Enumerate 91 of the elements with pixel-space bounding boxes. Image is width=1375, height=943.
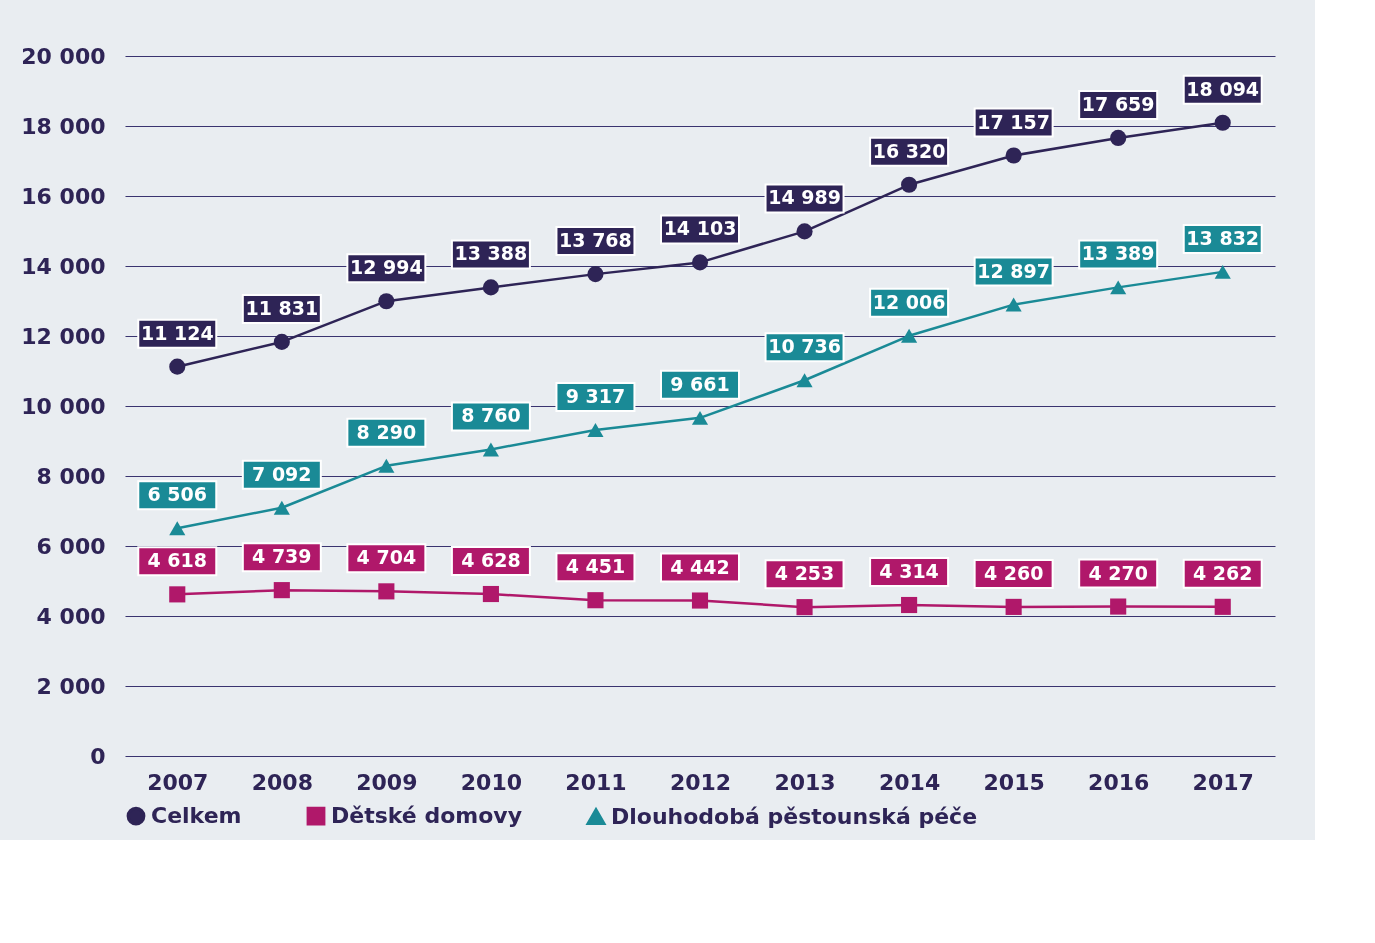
y-tick-label: 8 000 — [36, 463, 106, 489]
data-label: 4 628 — [461, 549, 521, 572]
y-tick-label: 14 000 — [21, 253, 106, 279]
x-tick-label: 2008 — [251, 769, 313, 795]
point — [169, 521, 186, 536]
data-label: 10 736 — [768, 335, 841, 358]
data-label: 13 832 — [1186, 226, 1260, 249]
data-label: 4 262 — [1192, 561, 1253, 584]
data-label: 6 506 — [147, 483, 208, 506]
point — [378, 458, 395, 473]
data-label: 8 290 — [356, 420, 417, 443]
point — [1005, 598, 1022, 615]
data-label: 4 618 — [147, 549, 208, 572]
data-label: 12 006 — [872, 290, 946, 313]
point — [1110, 280, 1127, 295]
y-tick-label: 12 000 — [21, 323, 106, 349]
point — [796, 223, 813, 240]
point — [1214, 264, 1231, 279]
x-tick-label: 2012 — [669, 769, 732, 795]
y-tick-label: 10 000 — [21, 393, 106, 419]
x-tick-label: 2009 — [356, 769, 418, 795]
y-tick-label: 16 000 — [21, 183, 106, 209]
data-label: 4 442 — [670, 555, 730, 578]
point — [901, 596, 918, 614]
data-label: 9 317 — [565, 384, 626, 407]
data-label: 13 389 — [1081, 242, 1155, 265]
data-label: 16 320 — [872, 139, 946, 162]
point — [1005, 147, 1022, 164]
data-label: 9 661 — [670, 372, 730, 395]
y-tick-label: 2 000 — [36, 673, 106, 699]
point — [691, 410, 709, 425]
data-label: 4 253 — [774, 562, 835, 585]
point — [587, 266, 604, 283]
point — [691, 254, 709, 271]
y-tick-label: 20 000 — [21, 43, 106, 69]
y-tick-label: 18 000 — [21, 113, 106, 139]
data-label: 13 768 — [559, 229, 632, 252]
data-label: 4 260 — [983, 561, 1044, 584]
x-tick-label: 2017 — [1192, 769, 1254, 795]
y-tick-label: 6 000 — [36, 533, 106, 559]
x-tick-label: 2007 — [147, 769, 209, 795]
data-label: 14 989 — [768, 186, 841, 209]
legend-label: Dlouhodobá pěstounská péče — [611, 803, 978, 829]
point — [901, 328, 918, 343]
data-label: 7 092 — [252, 462, 312, 485]
x-tick-label: 2014 — [878, 769, 941, 795]
point — [796, 373, 813, 388]
data-label: 12 994 — [350, 256, 423, 279]
point — [378, 293, 395, 310]
point — [482, 279, 499, 296]
data-label: 18 094 — [1186, 77, 1260, 100]
x-tick-label: 2013 — [774, 769, 836, 795]
point — [273, 582, 290, 599]
point — [482, 585, 499, 603]
x-tick-label: 2011 — [565, 769, 627, 795]
y-tick-label: 4 000 — [36, 603, 106, 629]
point — [1005, 297, 1022, 312]
point — [378, 583, 395, 600]
point — [1110, 129, 1127, 146]
point — [1214, 598, 1231, 615]
data-label: 8 760 — [461, 404, 521, 427]
x-tick-label: 2010 — [460, 769, 523, 795]
x-tick-label: 2015 — [983, 769, 1045, 795]
point — [587, 592, 604, 609]
point — [169, 586, 186, 603]
point — [587, 422, 604, 437]
data-label: 14 103 — [663, 217, 737, 240]
legend-label: Celkem — [151, 803, 242, 829]
x-tick-label: 2016 — [1088, 769, 1150, 795]
point — [1110, 598, 1127, 615]
point — [796, 599, 813, 616]
point — [169, 358, 186, 375]
point — [482, 442, 499, 457]
data-label: 4 704 — [356, 546, 417, 569]
point — [691, 592, 709, 609]
data-label: 11 124 — [140, 321, 214, 344]
point — [273, 333, 290, 350]
data-label: 12 897 — [977, 259, 1050, 282]
data-label: 4 314 — [879, 560, 939, 583]
point — [1214, 114, 1231, 131]
data-label: 11 831 — [245, 296, 319, 319]
data-label: 4 739 — [252, 545, 312, 568]
point — [901, 176, 918, 193]
data-label: 4 270 — [1088, 561, 1148, 584]
data-label: 4 451 — [565, 555, 626, 578]
y-tick-label: 0 — [90, 743, 106, 769]
point — [273, 500, 290, 515]
legend-label: Dětské domovy — [331, 803, 522, 829]
data-label: 17 157 — [977, 110, 1050, 133]
data-label: 17 659 — [1081, 92, 1155, 115]
data-label: 13 388 — [454, 242, 528, 265]
